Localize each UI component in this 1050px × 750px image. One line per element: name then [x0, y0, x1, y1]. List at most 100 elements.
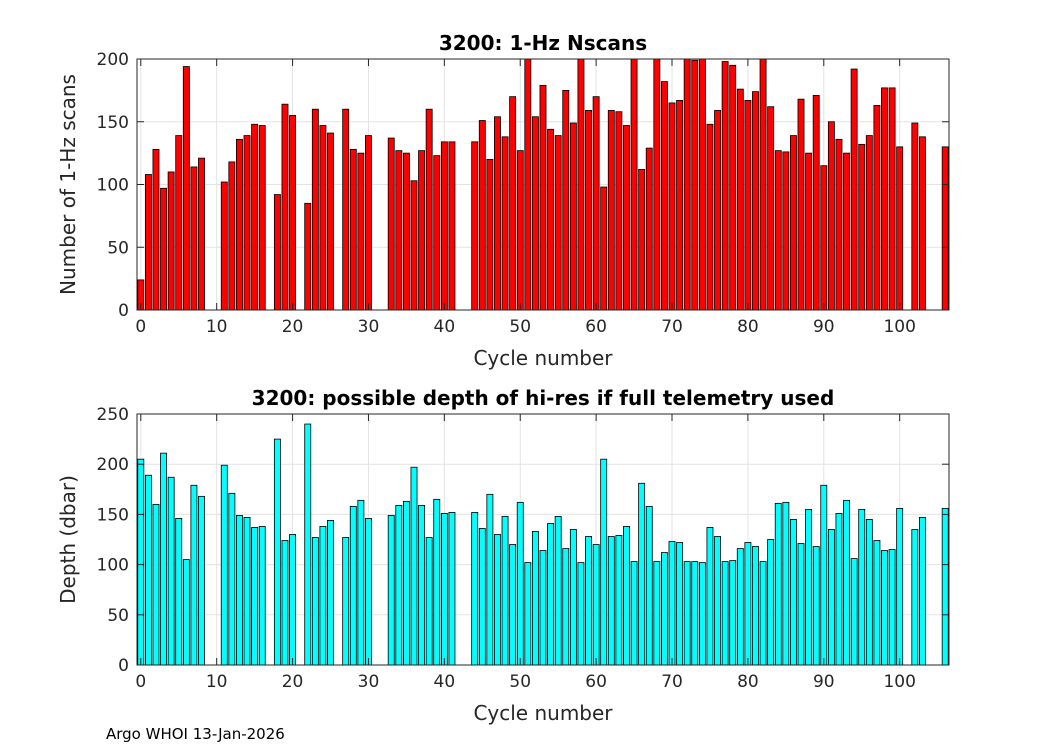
- chart1-bar: [319, 125, 327, 311]
- chart2-bar: [805, 508, 813, 666]
- chart1-bar: [645, 147, 653, 311]
- chart2-x-tick-label: 0: [135, 672, 146, 692]
- chart1-bar: [805, 152, 813, 311]
- chart1-bar: [820, 165, 828, 311]
- chart1-bar: [774, 150, 782, 311]
- chart1-x-tick-label: 90: [813, 317, 835, 337]
- chart2-bar: [228, 492, 236, 666]
- chart1-bar: [630, 58, 638, 311]
- chart1-bar: [888, 87, 896, 311]
- chart2-bar: [721, 561, 729, 666]
- chart2-bar: [387, 515, 395, 666]
- chart1-x-tick-label: 50: [509, 317, 531, 337]
- chart2-bar: [433, 498, 441, 666]
- chart2-bar: [873, 540, 881, 666]
- chart2-y-tick-label: 50: [107, 606, 129, 626]
- chart2-x-tick-label: 40: [434, 672, 456, 692]
- chart2-bar: [744, 542, 752, 666]
- chart2-y-tick-label: 150: [97, 505, 129, 525]
- chart1-x-axis-label: Cycle number: [473, 346, 613, 370]
- chart1-bar: [577, 58, 585, 311]
- chart1-bar: [744, 100, 752, 311]
- chart1-bar: [767, 106, 775, 311]
- chart2-bar: [585, 536, 592, 666]
- chart2-bar: [630, 561, 638, 666]
- chart2-bar: [577, 562, 585, 666]
- chart2-bar: [137, 458, 145, 666]
- chart2-bar: [365, 518, 372, 666]
- chart2-bar: [501, 516, 509, 666]
- chart2-bar: [554, 516, 562, 666]
- chart2-bar: [683, 561, 691, 666]
- chart2-bar: [531, 531, 539, 666]
- chart2-bar: [865, 519, 873, 666]
- chart1-y-tick-label: 150: [97, 113, 129, 133]
- chart1-bar: [509, 96, 517, 311]
- chart2-bar: [175, 518, 183, 666]
- chart1-bar: [342, 108, 350, 311]
- chart2-y-tick-label: 200: [97, 455, 129, 475]
- chart2-bar: [319, 526, 327, 666]
- chart1-bar: [501, 136, 509, 311]
- chart2-bar: [698, 562, 706, 666]
- chart2-bar: [759, 561, 767, 666]
- chart1-bar: [660, 81, 668, 311]
- chart1-bar: [516, 150, 524, 311]
- chart1-bar: [873, 105, 881, 311]
- chart1-bar: [220, 181, 228, 311]
- chart2-x-tick-label: 10: [206, 672, 228, 692]
- chart1-x-tick-label: 80: [737, 317, 759, 337]
- chart2-bar: [615, 535, 623, 666]
- chart2-bar: [524, 562, 532, 666]
- chart1-bar: [797, 98, 805, 311]
- chart1-bar: [676, 100, 684, 311]
- chart1-bar: [258, 125, 266, 311]
- chart1-bar: [471, 141, 479, 311]
- chart1-bar: [251, 123, 259, 311]
- chart2-bar: [251, 527, 259, 666]
- chart2-bar: [774, 502, 782, 666]
- chart1-bar: [152, 148, 160, 311]
- chart1-bar: [289, 115, 296, 311]
- chart1-bar: [759, 58, 767, 311]
- chart2-y-axis-label: Depth (dbar): [56, 475, 80, 604]
- chart1-bar: [623, 125, 630, 311]
- chart2-bar: [144, 474, 152, 666]
- chart2-bar: [706, 527, 714, 666]
- chart2-bar: [547, 523, 555, 666]
- chart2-bar: [160, 452, 167, 666]
- chart1-bar: [304, 202, 312, 311]
- chart1-bar: [554, 135, 562, 311]
- chart1-bar: [683, 58, 691, 311]
- chart2-x-tick-label: 30: [358, 672, 380, 692]
- chart2-bar: [660, 552, 668, 666]
- chart2-bar: [638, 482, 646, 666]
- chart1-bar: [190, 166, 198, 311]
- chart1-bar: [653, 58, 661, 311]
- chart1-bar: [273, 194, 281, 311]
- chart1-y-tick-label: 50: [107, 238, 129, 258]
- chart1-bar: [919, 136, 926, 311]
- chart1-x-tick-label: 10: [206, 317, 228, 337]
- chart2-bar: [539, 550, 547, 666]
- chart2-bar: [311, 537, 319, 666]
- chart1-bar: [941, 146, 949, 311]
- chart1-bar: [494, 116, 501, 311]
- chart2-bar: [767, 539, 775, 666]
- chart1-bar: [896, 146, 904, 311]
- chart1-bar: [327, 132, 334, 311]
- chart1-bar: [167, 171, 175, 311]
- chart2-x-tick-label: 20: [282, 672, 304, 692]
- chart1-y-axis-label: Number of 1-Hz scans: [56, 74, 80, 295]
- chart2-bar: [812, 546, 820, 666]
- chart2-bar: [349, 505, 357, 666]
- chart1-y-tick-label: 100: [97, 176, 129, 196]
- chart2-bar: [797, 543, 805, 666]
- chart1-bar: [182, 66, 190, 311]
- chart2-bar: [645, 505, 653, 666]
- chart2-bar: [289, 534, 296, 666]
- chart2-bar: [858, 508, 866, 666]
- chart2-bar: [835, 513, 843, 666]
- chart2-bar: [410, 466, 418, 666]
- chart1-bar: [714, 110, 721, 311]
